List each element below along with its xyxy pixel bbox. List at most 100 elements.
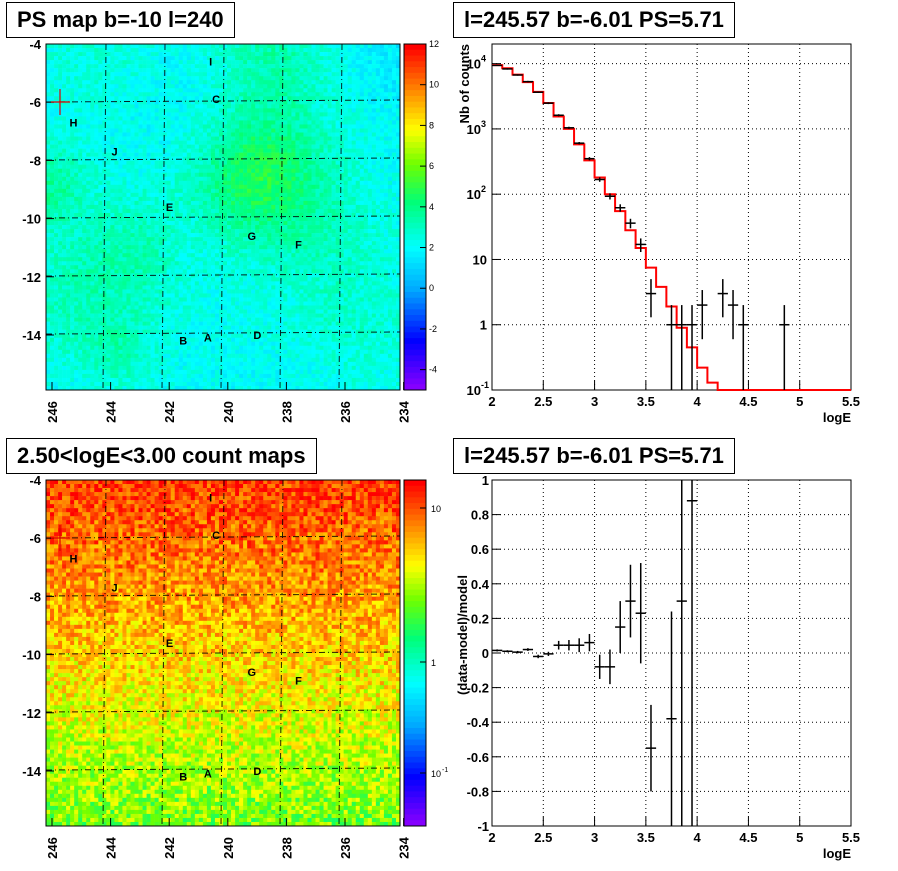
x-tick-label: 246 <box>45 837 60 859</box>
data-point <box>635 238 646 253</box>
source-label-D: D <box>253 766 261 778</box>
x-tick-label: 244 <box>104 836 119 858</box>
data-point <box>666 305 677 390</box>
residual-point <box>574 638 585 653</box>
colorbar-tick-label: 10 <box>431 504 441 514</box>
y-tick-label: 1 <box>480 318 487 333</box>
colorbar-tick-label: 2 <box>429 243 434 253</box>
y-tick-label: 0.4 <box>471 577 490 592</box>
source-label-H: H <box>69 554 77 566</box>
y-tick-label: -14 <box>22 328 42 343</box>
residual-point <box>563 640 575 651</box>
y-tick-label: -12 <box>22 706 41 721</box>
residual-point <box>543 651 554 656</box>
x-tick-label: 3.5 <box>637 394 655 409</box>
data-point <box>717 279 728 318</box>
colorbar-tick-label: 1 <box>431 658 436 668</box>
y-tick-label: -8 <box>29 589 41 604</box>
colorbar-tick-label: 12 <box>429 39 439 49</box>
data-point <box>512 74 523 76</box>
colorbar-tick-label: 8 <box>429 120 434 130</box>
data-point <box>502 68 513 70</box>
data-point <box>738 305 749 390</box>
residual-point <box>594 654 605 679</box>
data-point <box>676 305 687 390</box>
data-point <box>533 91 544 94</box>
count-map-panel: 246 244 242 240 238 236 234 -4 -6 -8 -10 -12 -14 10 1 1… <box>0 436 449 871</box>
residuals-chart: 2 2.5 3 3.5 4 4.5 5 5.5 1 0.8 0.6 0.4 0.2 0 -0.2 -0.4 -0… <box>455 473 860 861</box>
residual-point <box>615 601 626 653</box>
data-point <box>563 126 575 129</box>
y-tick-label: 1 <box>482 473 489 488</box>
residual-point <box>625 564 636 638</box>
data-point <box>697 290 708 340</box>
residual-point <box>502 650 513 653</box>
y-tick-label: 10 <box>467 122 481 137</box>
x-tick-label: 4.5 <box>739 394 757 409</box>
y-tick-label: -1 <box>477 819 489 834</box>
count-map-title: 2.50<logE<3.00 count maps <box>6 438 317 474</box>
residual-point <box>512 650 523 654</box>
colorbar-tick-label: 0 <box>429 283 434 293</box>
x-tick-label: 3 <box>591 830 598 845</box>
source-label-H: H <box>69 118 77 130</box>
data-point <box>645 279 657 318</box>
spectrum-panel: 2 2.5 3 3.5 4 4.5 5 5.5 10 -1 1 10 10 2 10 3 10 4 logE Nb o… <box>449 0 898 436</box>
x-tick-label: 2 <box>488 394 495 409</box>
source-label-G: G <box>248 667 257 679</box>
y-tick-label: -14 <box>22 764 42 779</box>
x-tick-label: 4 <box>694 394 702 409</box>
x-tick-label: 236 <box>338 837 353 859</box>
x-tick-label: 3 <box>591 394 598 409</box>
source-label-D: D <box>253 330 261 342</box>
colorbar-tick-exponent: -1 <box>442 767 448 774</box>
source-label-A: A <box>204 769 212 781</box>
data-point <box>779 305 790 390</box>
data-point <box>574 142 585 145</box>
residual-point <box>645 704 657 792</box>
ps-frame <box>45 43 401 391</box>
ps-colorbar <box>404 44 426 391</box>
y-axis-label: (data-model)/model <box>455 575 470 695</box>
ps-grid <box>45 43 401 391</box>
source-label-B: B <box>179 336 187 348</box>
ps-map-panel: 246 244 242 240 238 236 234 -4 -6 -8 -10 -12 -14 12 10… <box>0 0 449 436</box>
y-tick-label: -12 <box>22 270 41 285</box>
x-tick-label: 5 <box>796 830 803 845</box>
y-tick-label: 10 <box>467 57 481 72</box>
data-point <box>625 218 636 229</box>
colorbar-tick-label: 10 <box>429 80 439 90</box>
x-tick-label: 240 <box>221 401 236 423</box>
ps-map-title: PS map b=-10 l=240 <box>6 2 235 38</box>
y-tick-label: -4 <box>29 473 41 488</box>
colorbar-tick-label: 6 <box>429 161 434 171</box>
data-point <box>727 290 739 340</box>
residual-point <box>686 480 698 826</box>
y-tick-label: -10 <box>22 648 41 663</box>
spectrum-title: l=245.57 b=-6.01 PS=5.71 <box>453 2 735 38</box>
data-point <box>584 157 595 161</box>
residuals-grid <box>492 479 851 827</box>
y-tick-label: -0.4 <box>467 715 490 730</box>
count-map-heatmap: 246 244 242 240 238 236 234 -4 -6 -8 -10 -12 -14 10 1 1… <box>22 473 448 859</box>
source-label-F: F <box>295 240 302 252</box>
source-label-B: B <box>179 772 187 784</box>
y-tick-exponent: 3 <box>481 119 486 129</box>
data-point <box>594 177 605 182</box>
y-tick-label: -6 <box>29 531 41 546</box>
y-tick-label: -8 <box>29 153 41 168</box>
source-label-E: E <box>166 202 173 214</box>
y-tick-label: -0.6 <box>467 750 489 765</box>
residual-point <box>676 480 687 826</box>
y-axis-label: Nb of counts <box>457 44 472 123</box>
spectrum-grid <box>492 44 851 390</box>
y-tick-label: -10 <box>22 212 41 227</box>
y-tick-label: 10 <box>467 187 481 202</box>
residual-point <box>522 648 534 651</box>
cnt-grid <box>45 479 401 827</box>
y-tick-label: 0.6 <box>471 542 489 557</box>
colorbar-tick-label: 4 <box>429 202 434 212</box>
y-tick-label: -6 <box>29 95 41 110</box>
ps-map-heatmap: 246 244 242 240 238 236 234-4-6-8-10-12-141210… <box>22 37 439 423</box>
